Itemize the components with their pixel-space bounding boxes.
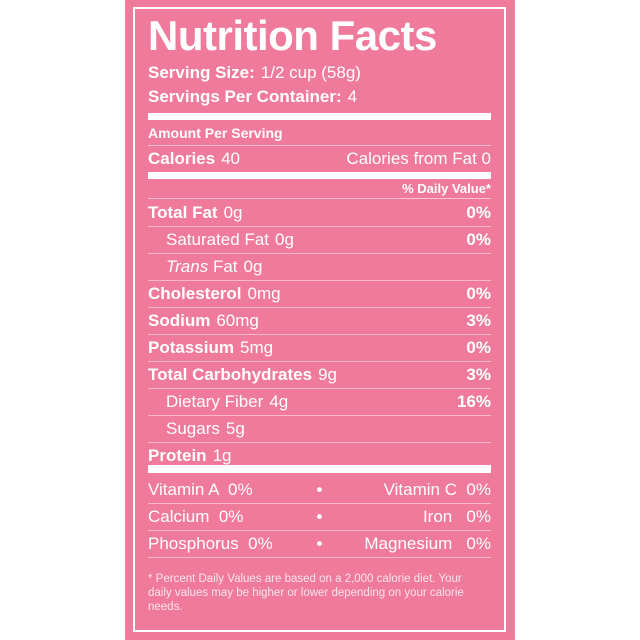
nutrient-amount: 60mg — [216, 311, 259, 330]
vitamin-row: Phosphorus 0% • Magnesium 0% — [148, 531, 491, 558]
nutrient-label: Sugars — [166, 419, 220, 438]
nutrient-row-sugars: Sugars 5g — [148, 416, 491, 443]
nutrient-label: Dietary Fiber — [166, 392, 264, 411]
divider-thick — [148, 172, 491, 179]
servings-value: 4 — [347, 87, 358, 106]
nutrient-amount: 4g — [269, 392, 289, 411]
nutrient-amount: 9g — [318, 365, 337, 384]
nutrient-row-sodium: Sodium 60mg 3% — [148, 308, 491, 335]
nutrient-label: Sodium — [148, 311, 211, 330]
nutrient-label: Potassium — [148, 338, 234, 357]
vitamin-right: Vitamin C 0% — [383, 480, 491, 499]
calories-value: 40 — [221, 149, 241, 168]
nutrient-dv: 16% — [456, 392, 491, 411]
calories-from-fat-value: 0 — [481, 149, 491, 168]
nutrient-row-total-fat: Total Fat 0g 0% — [148, 200, 491, 227]
calories-from-fat-label: Calories from Fat — [346, 149, 477, 168]
nutrient-dv: 0% — [466, 230, 491, 249]
serving-size-value: 1/2 cup (58g) — [260, 63, 361, 82]
nutrient-row-dietary-fiber: Dietary Fiber 4g 16% — [148, 389, 491, 416]
nutrient-label: Total Fat — [148, 203, 218, 222]
nutrient-label: Total Carbohydrates — [148, 365, 313, 384]
nutrient-dv: 3% — [466, 365, 491, 384]
nutrient-amount: 0g — [275, 230, 294, 249]
vitamin-left: Calcium 0% — [148, 507, 244, 526]
nutrient-row-protein: Protein 1g — [148, 443, 491, 469]
vitamin-row: Calcium 0% • Iron 0% — [148, 504, 491, 531]
nutrient-amount: 5g — [225, 419, 245, 438]
calories-label: Calories — [148, 149, 216, 168]
label-border — [133, 7, 506, 632]
nutrient-amount: 0g — [223, 203, 243, 222]
nutrient-label: Fat — [212, 257, 238, 276]
nutrient-amount: 5mg — [239, 338, 274, 357]
vitamin-right: Magnesium 0% — [364, 534, 491, 553]
footnote: * Percent Daily Values are based on a 2,… — [148, 573, 464, 613]
vitamin-right: Iron 0% — [422, 507, 491, 526]
vitamin-left: Phosphorus 0% — [148, 534, 273, 553]
divider-thick — [148, 113, 491, 120]
nutrient-amount: 1g — [212, 446, 232, 465]
bullet: • — [316, 507, 323, 526]
vitamin-left: Vitamin A 0% — [148, 480, 253, 499]
servings-per-container: Servings Per Container: 4 — [148, 87, 491, 107]
divider — [148, 145, 491, 146]
divider-thick — [148, 465, 491, 473]
bullet: • — [316, 480, 323, 499]
amount-per-serving: Amount Per Serving — [148, 125, 283, 141]
serving-size-label: Serving Size: — [148, 63, 255, 82]
nutrient-label-italic: Trans — [166, 257, 209, 276]
servings-label: Servings Per Container: — [148, 87, 342, 106]
serving-size: Serving Size: 1/2 cup (58g) — [148, 63, 491, 83]
vitamin-row: Vitamin A 0% • Vitamin C 0% — [148, 477, 491, 504]
nutrient-dv: 3% — [466, 311, 491, 330]
nutrition-label: Nutrition Facts Serving Size: 1/2 cup (58… — [125, 0, 515, 640]
nutrient-row-total-carbohydrates: Total Carbohydrates 9g 3% — [148, 362, 491, 389]
nutrient-dv: 0% — [466, 284, 491, 303]
nutrient-row-saturated-fat: Saturated Fat 0g 0% — [148, 227, 491, 254]
nutrient-list: Total Fat 0g 0% Saturated Fat 0g 0% Trans Fa… — [148, 200, 491, 469]
nutrient-dv: 0% — [466, 338, 491, 357]
calories-row: Calories 40 Calories from Fat 0 — [148, 146, 491, 172]
label-title: Nutrition Facts — [148, 12, 437, 59]
nutrient-label: Cholesterol — [148, 284, 242, 303]
daily-value-header: % Daily Value* — [402, 181, 491, 196]
nutrient-row-cholesterol: Cholesterol 0mg 0% — [148, 281, 491, 308]
nutrient-row-potassium: Potassium 5mg 0% — [148, 335, 491, 362]
bullet: • — [316, 534, 323, 553]
nutrient-dv: 0% — [466, 203, 491, 222]
divider — [148, 198, 491, 199]
nutrient-row-trans-fat: Trans Fat 0g — [148, 254, 491, 281]
vitamin-list: Vitamin A 0% • Vitamin C 0% Calcium 0% • Iro… — [148, 477, 491, 558]
nutrient-label: Protein — [148, 446, 207, 465]
nutrient-amount: 0mg — [247, 284, 281, 303]
nutrient-amount: 0g — [243, 257, 263, 276]
nutrient-label: Saturated Fat — [166, 230, 270, 249]
